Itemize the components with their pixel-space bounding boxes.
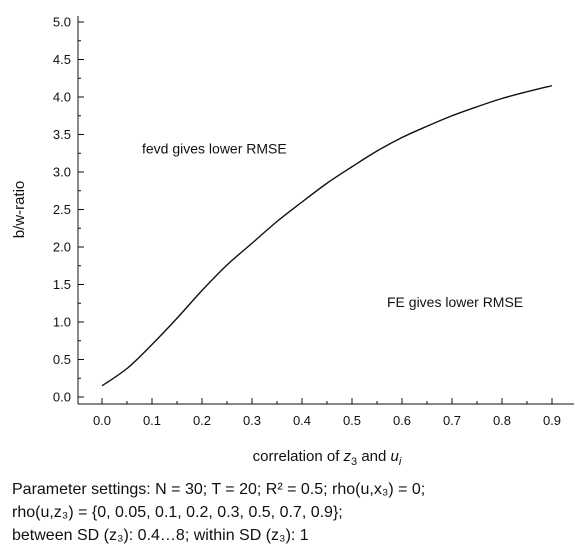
y-tick-label: 2.5	[53, 202, 71, 217]
x-label-var2-sub: i	[399, 456, 402, 468]
x-tick-label: 0.7	[443, 413, 461, 428]
x-axis: 0.0 0.1 0.2 0.3 0.4 0.5 0.6 0.7 0.8 0.9	[78, 398, 574, 428]
y-axis-label: b/w-ratio	[11, 181, 28, 239]
y-tick-label: 1.0	[53, 315, 71, 330]
y-tick-label: 4.0	[53, 90, 71, 105]
x-tick-label: 0.3	[243, 413, 261, 428]
annotations: fevd gives lower RMSE FE gives lower RMSE	[142, 140, 523, 310]
x-tick-label: 0.2	[193, 413, 211, 428]
caption-line-3: between SD (z₃): 0.4…8; within SD (z₃): …	[12, 527, 309, 544]
figure-caption: Parameter settings: N = 30; T = 20; R² =…	[12, 478, 584, 547]
y-tick-label: 3.5	[53, 127, 71, 142]
x-label-prefix: correlation of	[253, 448, 344, 465]
y-tick-label: 3.0	[53, 165, 71, 180]
y-tick-label: 0.0	[53, 390, 71, 405]
x-label-var1: z	[343, 448, 352, 465]
x-tick-label: 0.0	[93, 413, 111, 428]
y-axis: 0.0 0.5 1.0 1.5 2.0 2.5 3.0 3.5 4.0 4.5 5.0	[53, 15, 84, 405]
x-axis-label: correlation of z3 and ui	[253, 448, 402, 468]
caption-line-1: Parameter settings: N = 30; T = 20; R² =…	[12, 481, 426, 498]
y-tick-label: 1.5	[53, 277, 71, 292]
y-tick-label: 0.5	[53, 352, 71, 367]
y-tick-label: 4.5	[53, 52, 71, 67]
y-tick-label: 2.0	[53, 240, 71, 255]
x-tick-label: 0.5	[343, 413, 361, 428]
annotation-text: FE gives lower RMSE	[387, 294, 523, 310]
caption-line-2: rho(u,z₃) = {0, 0.05, 0.1, 0.2, 0.3, 0.5…	[12, 504, 343, 521]
series-layer	[101, 85, 553, 387]
annotation-text: fevd gives lower RMSE	[142, 140, 287, 156]
x-label-var2: u	[391, 448, 400, 465]
x-tick-label: 0.6	[393, 413, 411, 428]
x-tick-label: 0.8	[493, 413, 511, 428]
x-tick-label: 0.1	[143, 413, 161, 428]
x-label-var1-sub: 3	[351, 456, 357, 468]
series-line	[101, 85, 553, 387]
x-label-mid: and	[357, 448, 390, 465]
x-tick-label: 0.4	[293, 413, 311, 428]
y-tick-label: 5.0	[53, 15, 71, 30]
chart: 0.0 0.5 1.0 1.5 2.0 2.5 3.0 3.5 4.0 4.5 5.0 0.0 0.1…	[11, 15, 574, 468]
x-tick-label: 0.9	[543, 413, 561, 428]
